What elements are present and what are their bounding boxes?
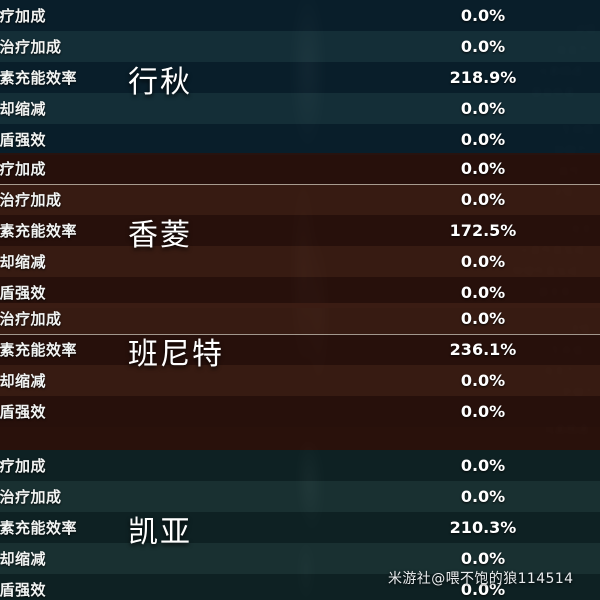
stat-row[interactable]: 元素充能效率 172.5% bbox=[0, 215, 600, 246]
stat-value: 0.0% bbox=[460, 159, 506, 178]
stat-value: 0.0% bbox=[460, 402, 506, 421]
stat-row[interactable]: 元素充能效率 236.1% bbox=[0, 334, 600, 365]
stat-label: 元素充能效率 bbox=[0, 519, 78, 537]
stat-value: 0.0% bbox=[460, 580, 506, 599]
stat-value: 0.0% bbox=[460, 283, 506, 302]
stat-row[interactable]: 受治疗加成 0.0% bbox=[0, 31, 600, 62]
stat-row[interactable]: 护盾强效 0.0% bbox=[0, 574, 600, 600]
stat-label: 受治疗加成 bbox=[0, 191, 62, 209]
stat-value: 0.0% bbox=[460, 37, 506, 56]
stat-row[interactable]: 冷却缩减 0.0% bbox=[0, 246, 600, 277]
stat-label: 治疗加成 bbox=[0, 160, 47, 178]
stat-label: 冷却缩减 bbox=[0, 372, 47, 390]
stat-label: 元素充能效率 bbox=[0, 222, 78, 240]
stat-value: 218.9% bbox=[449, 68, 517, 87]
stat-value: 0.0% bbox=[460, 456, 506, 475]
stat-row[interactable]: 冷却缩减 0.0% bbox=[0, 93, 600, 124]
stat-row[interactable]: 受治疗加成 0.0% bbox=[0, 184, 600, 215]
stat-value: 172.5% bbox=[449, 221, 517, 240]
stat-value: 236.1% bbox=[449, 340, 517, 359]
section-xiangling: 治疗加成0.0%受治疗加成0.0%元素充能效率172.5%冷却缩减0.0%护盾强… bbox=[0, 153, 600, 308]
stat-value: 0.0% bbox=[460, 487, 506, 506]
stat-label: 治疗加成 bbox=[0, 7, 47, 25]
stat-label: 冷却缩减 bbox=[0, 100, 47, 118]
stat-label: 护盾强效 bbox=[0, 131, 47, 149]
stat-label: 冷却缩减 bbox=[0, 253, 47, 271]
stat-row[interactable]: 护盾强效 0.0% bbox=[0, 396, 600, 427]
stat-label: 受治疗加成 bbox=[0, 310, 62, 328]
stat-row[interactable]: 治疗加成 0.0% bbox=[0, 450, 600, 481]
stat-label: 受治疗加成 bbox=[0, 488, 62, 506]
stat-value: 0.0% bbox=[460, 252, 506, 271]
stat-row[interactable]: 受治疗加成 0.0% bbox=[0, 481, 600, 512]
stat-row[interactable]: 护盾强效 0.0% bbox=[0, 124, 600, 155]
section-xingqiu: 治疗加成0.0%受治疗加成0.0%元素充能效率218.9%冷却缩减0.0%护盾强… bbox=[0, 0, 600, 155]
stat-label: 护盾强效 bbox=[0, 581, 47, 599]
stat-label: 元素充能效率 bbox=[0, 341, 78, 359]
stat-row[interactable]: 受治疗加成 0.0% bbox=[0, 303, 600, 334]
stat-value: 0.0% bbox=[460, 549, 506, 568]
stat-label: 护盾强效 bbox=[0, 403, 47, 421]
stat-value: 0.0% bbox=[460, 309, 506, 328]
stat-value: 0.0% bbox=[460, 99, 506, 118]
stat-value: 0.0% bbox=[460, 6, 506, 25]
stat-row[interactable]: 护盾强效 0.0% bbox=[0, 277, 600, 308]
stat-value: 210.3% bbox=[449, 518, 517, 537]
stat-label: 元素充能效率 bbox=[0, 69, 78, 87]
stat-label: 治疗加成 bbox=[0, 457, 47, 475]
stat-row[interactable]: 冷却缩减 0.0% bbox=[0, 365, 600, 396]
section-gap-band bbox=[0, 427, 600, 450]
stat-row[interactable]: 冷却缩减 0.0% bbox=[0, 543, 600, 574]
section-bennett: 受治疗加成0.0%元素充能效率236.1%冷却缩减0.0%护盾强效0.0%班尼特 bbox=[0, 303, 600, 427]
stat-row[interactable]: 治疗加成 0.0% bbox=[0, 153, 600, 184]
stat-label: 护盾强效 bbox=[0, 284, 47, 302]
stat-label: 受治疗加成 bbox=[0, 38, 62, 56]
section-kaeya: 治疗加成0.0%受治疗加成0.0%元素充能效率210.3%冷却缩减0.0%护盾强… bbox=[0, 450, 600, 600]
stat-row[interactable]: 元素充能效率 210.3% bbox=[0, 512, 600, 543]
stat-label: 冷却缩减 bbox=[0, 550, 47, 568]
stat-row[interactable]: 治疗加成 0.0% bbox=[0, 0, 600, 31]
stat-value: 0.0% bbox=[460, 130, 506, 149]
stat-row[interactable]: 元素充能效率 218.9% bbox=[0, 62, 600, 93]
stat-value: 0.0% bbox=[460, 190, 506, 209]
stat-value: 0.0% bbox=[460, 371, 506, 390]
